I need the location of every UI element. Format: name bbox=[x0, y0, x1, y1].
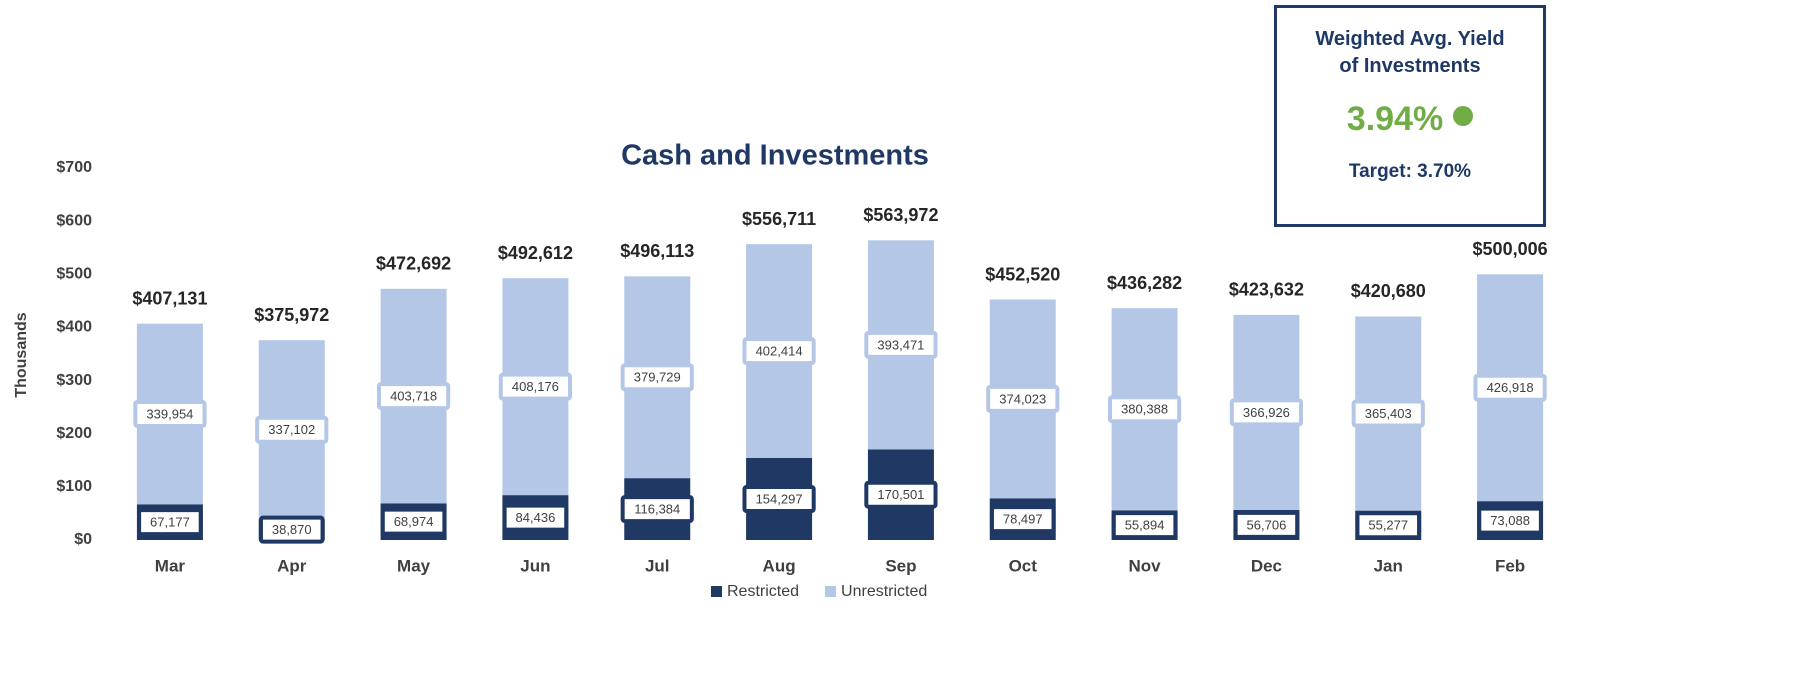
value-label-box bbox=[258, 515, 325, 544]
total-label: $492,612 bbox=[498, 243, 573, 263]
kpi-status-dot bbox=[1453, 106, 1474, 126]
y-tick-label: $400 bbox=[56, 319, 92, 336]
value-label: 379,729 bbox=[634, 370, 681, 385]
value-label-box bbox=[1351, 399, 1425, 428]
y-tick-label: $300 bbox=[56, 372, 92, 389]
x-tick-label: Mar bbox=[155, 556, 186, 575]
y-axis-title: Thousands bbox=[13, 312, 30, 397]
legend-swatch bbox=[711, 586, 722, 597]
value-label-box bbox=[620, 495, 694, 524]
kpi-value: 3.94% bbox=[1346, 100, 1444, 138]
y-tick-label: $100 bbox=[56, 478, 92, 495]
x-tick-label: Aug bbox=[763, 556, 796, 575]
total-label: $407,131 bbox=[132, 288, 207, 308]
total-label: $423,632 bbox=[1229, 280, 1304, 300]
value-label-box bbox=[498, 372, 573, 401]
value-label: 403,718 bbox=[390, 389, 437, 404]
kpi-title: Weighted Avg. Yield of Investments bbox=[1315, 28, 1505, 77]
total-label: $375,972 bbox=[254, 305, 329, 325]
x-tick-label: Sep bbox=[885, 556, 916, 575]
total-label: $452,520 bbox=[985, 264, 1060, 284]
total-label: $420,680 bbox=[1351, 281, 1426, 301]
value-label: 56,706 bbox=[1247, 517, 1287, 532]
value-label: 393,471 bbox=[877, 337, 924, 352]
value-label-box bbox=[986, 384, 1060, 413]
y-tick-label: $0 bbox=[74, 531, 92, 548]
value-label-box bbox=[989, 505, 1056, 534]
value-label-box bbox=[864, 330, 938, 359]
value-label-box bbox=[1111, 511, 1178, 540]
y-tick-label: $700 bbox=[56, 159, 92, 176]
value-label: 73,088 bbox=[1490, 513, 1530, 528]
value-label: 38,870 bbox=[272, 522, 312, 537]
value-label-box bbox=[620, 363, 694, 392]
x-tick-label: Jul bbox=[645, 556, 670, 575]
value-label: 339,954 bbox=[146, 406, 193, 421]
value-label: 55,277 bbox=[1368, 518, 1408, 533]
x-tick-label: Apr bbox=[277, 556, 307, 575]
value-label-box bbox=[864, 480, 938, 509]
legend-swatch bbox=[825, 586, 837, 597]
value-label: 68,974 bbox=[394, 514, 434, 529]
chart-title: Cash and Investments bbox=[621, 140, 929, 172]
x-tick-label: Dec bbox=[1251, 556, 1282, 575]
value-label-box bbox=[1233, 510, 1300, 539]
value-label: 67,177 bbox=[150, 515, 190, 530]
value-label: 78,497 bbox=[1003, 512, 1043, 527]
x-tick-label: Oct bbox=[1009, 556, 1038, 575]
value-label: 374,023 bbox=[999, 391, 1046, 406]
value-label-box bbox=[137, 508, 203, 537]
value-label: 402,414 bbox=[756, 344, 803, 359]
total-label: $496,113 bbox=[620, 241, 694, 261]
value-label-box bbox=[1229, 398, 1304, 427]
value-label-box bbox=[502, 503, 569, 532]
total-label: $556,711 bbox=[742, 209, 816, 229]
y-tick-label: $500 bbox=[56, 266, 92, 283]
total-label: $563,972 bbox=[863, 205, 938, 225]
value-label-box bbox=[742, 337, 816, 366]
value-label: 366,926 bbox=[1243, 405, 1290, 420]
total-label: $436,282 bbox=[1107, 273, 1182, 293]
kpi-target: Target: 3.70% bbox=[1348, 161, 1472, 182]
value-label-box bbox=[1355, 511, 1422, 540]
kpi-box: Weighted Avg. Yield of Investments 3.94%… bbox=[1274, 5, 1546, 227]
value-label-box bbox=[376, 382, 451, 411]
value-label: 84,436 bbox=[516, 510, 556, 525]
total-label: $500,006 bbox=[1473, 239, 1548, 259]
value-label-box bbox=[1477, 506, 1543, 535]
x-tick-label: Nov bbox=[1129, 556, 1162, 575]
legend-label: Restricted bbox=[727, 583, 799, 600]
value-label: 380,388 bbox=[1121, 402, 1168, 417]
y-tick-label: $200 bbox=[56, 425, 92, 442]
value-label: 426,918 bbox=[1487, 380, 1534, 395]
legend-label: Unrestricted bbox=[841, 583, 927, 600]
x-tick-label: Jan bbox=[1374, 556, 1403, 575]
kpi-value-row: 3.94% bbox=[1277, 100, 1543, 139]
value-label-box bbox=[1107, 395, 1182, 424]
y-tick-label: $600 bbox=[56, 212, 92, 229]
value-label: 337,102 bbox=[268, 422, 315, 437]
value-label-box bbox=[1473, 373, 1547, 402]
value-label: 55,894 bbox=[1125, 518, 1165, 533]
value-label: 365,403 bbox=[1365, 406, 1412, 421]
x-tick-label: Feb bbox=[1495, 556, 1525, 575]
value-label-box bbox=[380, 507, 447, 536]
value-label-box bbox=[742, 485, 816, 514]
value-label-box bbox=[133, 399, 207, 428]
x-tick-label: May bbox=[397, 556, 431, 575]
value-label: 116,384 bbox=[634, 502, 680, 517]
value-label-box bbox=[255, 415, 329, 444]
x-tick-label: Jun bbox=[520, 556, 550, 575]
total-label: $472,692 bbox=[376, 254, 451, 274]
value-label: 154,297 bbox=[756, 491, 803, 506]
value-label: 408,176 bbox=[512, 379, 559, 394]
value-label: 170,501 bbox=[877, 487, 924, 502]
